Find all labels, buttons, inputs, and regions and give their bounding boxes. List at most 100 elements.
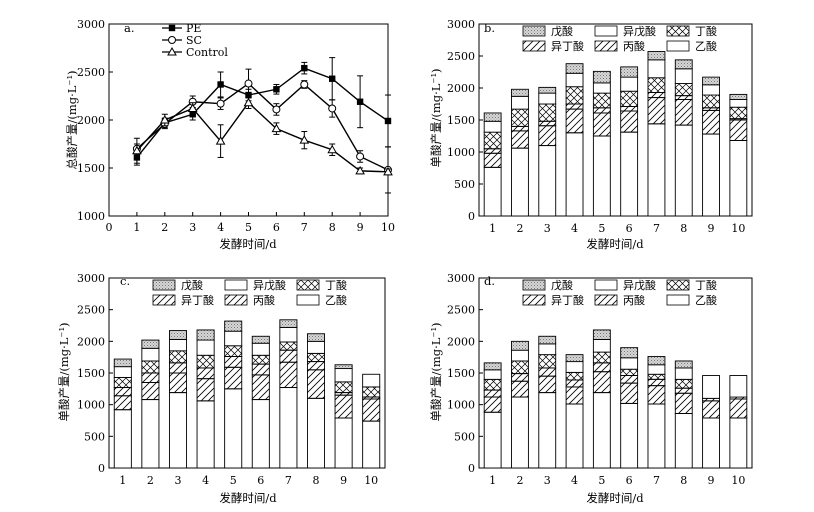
bar-segment — [592, 82, 611, 94]
x-tick-label: 8 — [329, 221, 336, 234]
bar-segment — [113, 366, 132, 378]
y-tick-label: 2500 — [77, 66, 105, 79]
bar-segment — [224, 330, 243, 347]
bar-segment — [538, 125, 557, 147]
data-point-control — [243, 97, 254, 107]
bar-segment — [538, 120, 557, 127]
x-tick-label: 3 — [175, 474, 182, 487]
bar-segment — [647, 97, 666, 125]
bar-segment — [620, 368, 639, 376]
bar-segment — [565, 108, 584, 134]
legend-label: 丁酸 — [325, 278, 347, 292]
bar-segment — [538, 86, 557, 94]
bar-segment — [224, 366, 243, 390]
panel-d-label: d. — [484, 274, 495, 288]
bar-segment — [251, 335, 270, 344]
bar-segment — [729, 99, 748, 108]
legend-swatch — [522, 279, 546, 291]
bar-segment — [511, 380, 529, 398]
panel-b-label: b. — [484, 21, 495, 35]
bar-segment — [592, 70, 611, 84]
bar-segment — [511, 349, 529, 362]
bar-segment — [565, 386, 584, 405]
legend-swatch — [666, 279, 690, 291]
bar-segment — [620, 382, 639, 404]
y-tick-label: 500 — [84, 430, 105, 443]
bar-segment — [511, 340, 529, 351]
bar-segment — [306, 397, 326, 469]
legend-label: 丁酸 — [695, 278, 717, 292]
bar-segment — [538, 375, 557, 394]
bar-segment — [729, 106, 748, 120]
x-tick-label: 10 — [381, 221, 395, 234]
legend-label: Control — [186, 46, 228, 59]
data-point-control — [383, 166, 393, 176]
x-tick-label: 1 — [489, 474, 496, 487]
bar-segment — [729, 119, 748, 141]
bar-segment — [224, 345, 243, 357]
legend-label: 丙酸 — [253, 293, 275, 307]
bar-segment — [565, 103, 584, 110]
bar-segment — [168, 392, 188, 469]
series-line-sc — [136, 82, 389, 171]
bar-segment — [279, 361, 298, 389]
legend-swatch — [296, 294, 320, 306]
bar-segment — [592, 135, 611, 217]
bar-segment — [141, 372, 160, 383]
x-tick-label: 3 — [189, 221, 196, 234]
bar-segment — [674, 68, 693, 84]
legend-swatch — [594, 25, 618, 37]
y-tick-label: 500 — [454, 178, 475, 191]
bar-segment — [511, 373, 529, 382]
x-tick-label: 8 — [313, 474, 320, 487]
bar-segment — [334, 394, 353, 419]
bar-segment — [702, 84, 720, 96]
y-tick-label: 2500 — [447, 50, 475, 63]
data-point-control — [299, 135, 310, 144]
bar-segment — [538, 335, 557, 345]
bar-segment — [141, 382, 160, 401]
panel-b-ylabel: 单酸产量/(mg·L⁻¹) — [429, 68, 443, 167]
x-tick-label: 5 — [598, 222, 605, 235]
bar-segment — [674, 413, 693, 469]
bar-segment — [113, 387, 132, 397]
bar-segment — [279, 387, 298, 469]
bar-segment — [647, 385, 666, 405]
bar-segment — [592, 112, 611, 137]
bar-segment — [565, 354, 584, 363]
bar-segment — [702, 133, 720, 217]
bar-segment — [565, 361, 584, 373]
x-tick-label: 2 — [147, 474, 154, 487]
bar-segment — [592, 371, 611, 394]
legend-label: 戊酸 — [551, 278, 573, 292]
legend-label: 乙酸 — [695, 39, 717, 53]
bar-segment — [565, 132, 584, 217]
x-tick-label: 4 — [571, 474, 578, 487]
bar-segment — [362, 373, 381, 388]
bar-segment — [565, 72, 584, 88]
bar-segment — [511, 360, 529, 375]
x-tick-label: 6 — [273, 221, 280, 234]
bar-segment — [483, 396, 502, 413]
x-tick-label: 7 — [653, 474, 660, 487]
bar-segment — [483, 112, 502, 122]
data-point-sc — [216, 99, 225, 108]
legend-label: 丙酸 — [623, 293, 645, 307]
bar-segment — [483, 389, 502, 398]
x-tick-label: 6 — [626, 222, 633, 235]
data-point-sc — [244, 79, 253, 88]
legend-swatch — [594, 40, 618, 52]
data-point-control — [355, 165, 365, 175]
bar-segment — [483, 411, 502, 469]
bar-segment — [113, 409, 132, 469]
bar-segment — [362, 386, 381, 398]
x-tick-label: 8 — [680, 222, 687, 235]
x-tick-label: 3 — [544, 222, 551, 235]
legend-swatch — [224, 294, 248, 306]
bar-segment — [674, 95, 693, 100]
bar-segment — [483, 152, 502, 168]
bar-segment — [592, 107, 611, 114]
legend-label: 异丁酸 — [551, 39, 584, 53]
bar-segment — [674, 378, 693, 389]
bar-segment — [483, 131, 502, 150]
